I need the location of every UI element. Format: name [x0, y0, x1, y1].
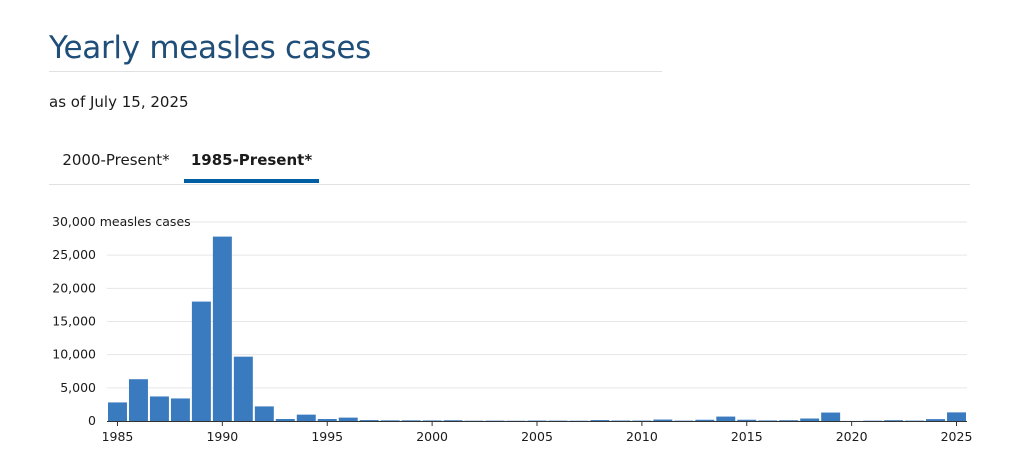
bar-2017[interactable]: [779, 420, 799, 421]
bar-1993[interactable]: [275, 419, 295, 421]
tab-2000-present[interactable]: 2000-Present*: [62, 151, 170, 169]
x-tick-label: 2015: [731, 429, 763, 444]
bar-1996[interactable]: [338, 417, 358, 421]
bar-2000[interactable]: [422, 420, 442, 421]
title-divider: [49, 71, 662, 72]
y-tick-label: 0: [88, 413, 96, 428]
x-tick-label: 2025: [941, 429, 973, 444]
bar-1992[interactable]: [254, 406, 274, 421]
x-tick-label: 2020: [836, 429, 868, 444]
y-tick-label: 20,000: [52, 280, 96, 295]
page-title: Yearly measles cases: [49, 30, 371, 66]
x-tick-label: 2010: [626, 429, 658, 444]
bar-2014[interactable]: [716, 416, 736, 421]
bar-2024[interactable]: [926, 419, 946, 421]
bar-1985[interactable]: [108, 402, 127, 421]
x-tick-label: 2005: [521, 429, 553, 444]
bar-1986[interactable]: [128, 379, 148, 421]
bar-2016[interactable]: [758, 420, 778, 421]
y-tick-label: 30,000 measles cases: [52, 214, 191, 229]
bar-1999[interactable]: [401, 420, 421, 421]
x-tick-label: 2000: [416, 429, 448, 444]
bar-2008[interactable]: [590, 420, 610, 421]
bar-1990[interactable]: [212, 236, 232, 421]
y-tick-label: 5,000: [60, 380, 96, 395]
as-of-date: as of July 15, 2025: [49, 93, 189, 111]
bar-1995[interactable]: [317, 419, 337, 421]
bar-1987[interactable]: [149, 396, 169, 421]
tab-1985-present[interactable]: 1985-Present*: [184, 140, 319, 183]
bar-2011[interactable]: [653, 419, 673, 421]
bar-2019[interactable]: [821, 412, 841, 421]
bar-1994[interactable]: [296, 414, 316, 421]
x-tick-label: 1995: [311, 429, 343, 444]
bar-2022[interactable]: [884, 420, 904, 421]
bar-1988[interactable]: [170, 398, 190, 421]
bar-2025[interactable]: [947, 412, 966, 421]
y-tick-label: 10,000: [52, 347, 96, 362]
y-tick-label: 15,000: [52, 314, 96, 329]
bar-1989[interactable]: [191, 301, 211, 421]
y-tick-label: 25,000: [52, 247, 96, 262]
range-tabs: 2000-Present* 1985-Present*: [49, 140, 970, 185]
bar-1998[interactable]: [380, 420, 400, 421]
bar-1991[interactable]: [233, 356, 253, 421]
bar-2001[interactable]: [443, 420, 463, 421]
bar-2018[interactable]: [800, 418, 820, 421]
bar-2015[interactable]: [737, 419, 757, 421]
bar-1997[interactable]: [359, 420, 379, 421]
x-tick-label: 1990: [206, 429, 238, 444]
x-tick-label: 1985: [102, 429, 134, 444]
bar-2013[interactable]: [695, 419, 715, 421]
